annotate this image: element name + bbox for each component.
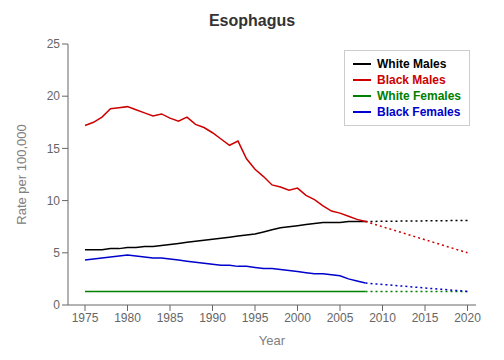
html-text:White Males: White Males (377, 57, 447, 71)
html-text:Black Males: Black Males (377, 73, 446, 87)
html-text:White Females: White Females (377, 89, 461, 103)
svg-text:0: 0 (53, 298, 60, 312)
svg-text:10: 10 (47, 194, 61, 208)
svg-text:15: 15 (47, 142, 61, 156)
svg-text:1985: 1985 (157, 311, 184, 325)
svg-text:1990: 1990 (199, 311, 226, 325)
svg-text:1995: 1995 (242, 311, 269, 325)
svg-text:2015: 2015 (412, 311, 439, 325)
svg-text:2020: 2020 (454, 311, 481, 325)
svg-text:1980: 1980 (114, 311, 141, 325)
svg-text:5: 5 (53, 246, 60, 260)
svg-text:20: 20 (47, 89, 61, 103)
svg-text:Year: Year (259, 333, 286, 348)
svg-text:Rate per 100,000: Rate per 100,000 (14, 124, 29, 224)
svg-text:2005: 2005 (327, 311, 354, 325)
svg-text:2000: 2000 (284, 311, 311, 325)
html-text:Esophagus: Esophagus (208, 12, 296, 29)
html-text:Black Females: Black Females (377, 105, 461, 119)
svg-text:1975: 1975 (72, 311, 99, 325)
svg-text:25: 25 (47, 37, 61, 51)
svg-text:2010: 2010 (369, 311, 396, 325)
